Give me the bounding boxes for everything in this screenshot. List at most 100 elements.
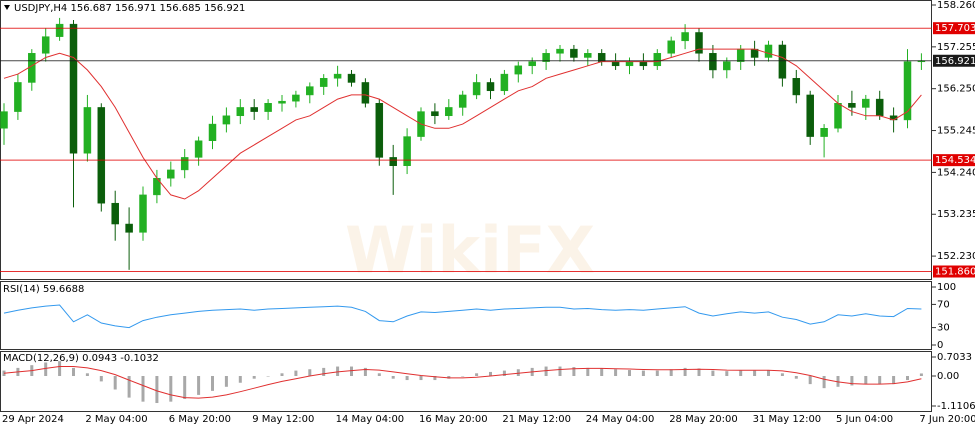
macd-bar	[391, 375, 395, 379]
watermark: WikiFX	[345, 215, 595, 289]
candle-body	[278, 100, 286, 104]
y-tick-label: 152.230	[937, 251, 975, 262]
price-level-box	[933, 22, 975, 35]
candle-body	[542, 53, 550, 62]
x-tick-label: 5 Jun 04:00	[836, 414, 893, 424]
candle-body	[111, 202, 119, 225]
candle-body	[458, 94, 467, 108]
candle-body	[0, 111, 8, 129]
y-tick-label: 154.240	[937, 167, 975, 178]
candle-body	[264, 103, 272, 112]
macd-bar	[308, 369, 312, 376]
candle-body	[222, 115, 231, 125]
macd-bar	[461, 375, 465, 377]
candle-body	[445, 107, 453, 117]
macd-bar	[711, 370, 715, 376]
candle-body	[514, 65, 523, 75]
macd-bar	[363, 367, 367, 376]
rsi-title: RSI(14) 59.6688	[3, 284, 84, 295]
candle-body	[653, 53, 662, 67]
y-tick-label: 30	[937, 323, 950, 334]
macd-bar	[489, 371, 492, 376]
candle-body	[709, 53, 717, 71]
candle-body	[611, 61, 620, 67]
x-tick-label: 31 May 12:00	[753, 414, 822, 424]
candle-body	[681, 32, 689, 42]
y-tick-label: 0.7033	[937, 352, 972, 363]
macd-bar	[197, 375, 201, 395]
macd-bar	[113, 375, 117, 390]
y-tick-label: 100	[937, 282, 956, 293]
macd-bar	[433, 375, 437, 381]
macd-bar	[211, 375, 214, 391]
candle-body	[347, 73, 356, 83]
chart-title: USDJPY,H4 156.687 156.971 156.685 156.92…	[14, 3, 245, 14]
candle-body	[250, 107, 258, 112]
macd-bar	[767, 370, 770, 376]
x-tick-label: 21 May 12:00	[502, 414, 571, 424]
macd-bar	[294, 370, 298, 376]
price-level-label: 151.860	[935, 267, 975, 278]
macd-bar	[655, 370, 659, 376]
price-level-label: 154.534	[935, 155, 975, 166]
macd-bar	[224, 375, 228, 387]
macd-bar	[183, 375, 187, 399]
macd-bar	[127, 375, 131, 398]
candle-body	[723, 61, 731, 71]
y-tick-label: 155.245	[937, 126, 975, 137]
candle-body	[167, 169, 175, 179]
macd-bar	[864, 375, 868, 385]
macd-title: MACD(12,26,9) 0.0943 -0.1032	[3, 353, 159, 364]
macd-bar	[141, 375, 145, 402]
candle-body	[28, 53, 36, 83]
macd-bar	[72, 367, 75, 376]
macd-signal	[3, 366, 922, 399]
candle-body	[97, 107, 106, 204]
x-tick-label: 29 Apr 2024	[2, 414, 64, 424]
macd-bar	[780, 373, 784, 376]
candle-body	[431, 111, 439, 117]
macd-bar	[753, 370, 757, 376]
candle-body	[556, 48, 564, 54]
y-tick-label: 0	[937, 340, 943, 351]
macd-bar	[419, 375, 423, 381]
macd-bar	[516, 369, 520, 376]
price-level-label: 157.703	[935, 23, 975, 34]
price-level-box	[933, 265, 975, 278]
y-tick-label: -1.1106	[937, 401, 975, 412]
macd-bar	[641, 370, 645, 376]
candle-body	[625, 61, 634, 67]
macd-bar	[822, 375, 826, 389]
macd-bar	[377, 373, 381, 376]
candle-body	[180, 157, 189, 171]
candle-body	[875, 98, 884, 117]
rsi-panel	[0, 281, 932, 350]
macd-bar	[697, 368, 701, 376]
macd-bar	[586, 367, 590, 376]
macd-bar	[475, 373, 479, 376]
macd-bar	[238, 375, 242, 383]
macd-bar	[725, 371, 729, 376]
macd-bar	[669, 369, 673, 376]
y-tick-label: 0.00	[937, 371, 959, 382]
macd-bar	[878, 375, 882, 385]
candle-body	[695, 32, 703, 54]
macd-bar	[85, 373, 89, 376]
y-tick-label: 70	[937, 299, 950, 310]
macd-bar	[544, 366, 548, 376]
macd-bar	[683, 367, 687, 376]
macd-bar	[628, 370, 631, 376]
macd-bar	[252, 375, 256, 379]
macd-bar	[502, 370, 506, 376]
price-panel	[0, 0, 932, 280]
y-tick-label: 156.250	[937, 84, 975, 95]
candle-body	[69, 23, 78, 154]
candle-body	[639, 61, 648, 67]
candle-body	[306, 86, 314, 96]
y-tick-label: 153.235	[937, 209, 975, 220]
macd-bar	[322, 367, 326, 376]
candle-body	[750, 48, 759, 58]
macd-panel	[0, 351, 932, 412]
candle-body	[862, 98, 870, 108]
x-tick-label: 28 May 20:00	[669, 414, 738, 424]
